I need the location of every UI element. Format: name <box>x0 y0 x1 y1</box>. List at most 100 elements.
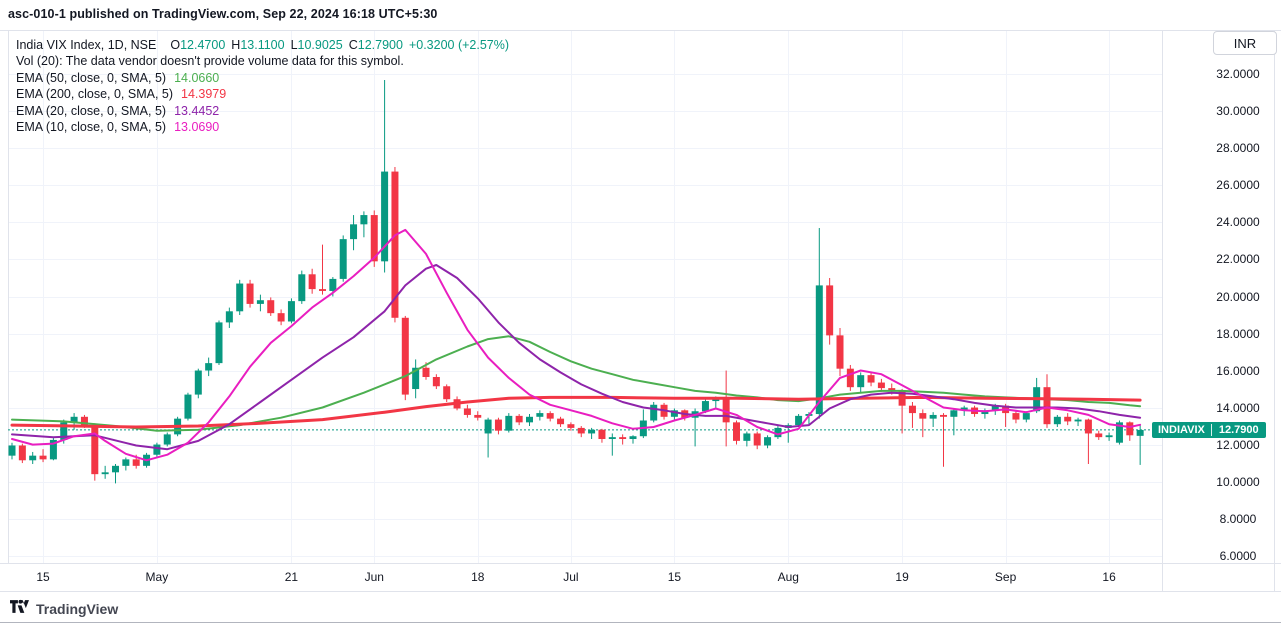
candle-body <box>8 445 16 456</box>
candle-body <box>1126 422 1134 436</box>
indicator-legend-row[interactable]: EMA (200, close, 0, SMA, 5) 14.3979 <box>16 86 509 102</box>
candle-body <box>18 445 26 461</box>
candle-body <box>733 422 740 441</box>
price-scale[interactable]: 32.0000 30.0000 28.0000 26.0000 24.0000 22.00… <box>1163 30 1274 563</box>
candle-body <box>567 424 575 428</box>
candle-body <box>1053 416 1061 425</box>
candle-body <box>940 414 947 417</box>
candle-body <box>329 278 337 291</box>
candle-body <box>536 413 544 417</box>
candle-body <box>225 311 233 323</box>
ohlc-value: 13.1100 <box>240 38 285 52</box>
candle-body <box>360 215 368 225</box>
price-axis-label: 20.0000 <box>1216 289 1260 304</box>
ema-50-line[interactable] <box>11 335 1142 432</box>
time-axis-label: May <box>145 570 169 584</box>
currency-button[interactable]: INR <box>1213 31 1277 55</box>
time-axis-label: Aug <box>777 570 799 584</box>
candle-body <box>256 300 264 304</box>
time-axis-label: Jun <box>364 570 384 584</box>
price-axis-label: 16.0000 <box>1216 363 1260 378</box>
symbol-legend-row[interactable]: India VIX Index, 1D, NSE O12.4700 H13.1100… <box>16 37 509 53</box>
candle-body <box>401 317 409 395</box>
price-axis-label: 12.0000 <box>1216 437 1260 452</box>
price-axis-label: 30.0000 <box>1216 104 1260 119</box>
indicator-label: EMA (10, close, 0, SMA, 5) <box>16 120 167 135</box>
candle-body <box>650 404 658 421</box>
candle-body <box>391 171 399 318</box>
time-axis-label: 15 <box>36 570 50 584</box>
candle-body <box>515 415 523 423</box>
candle-body <box>422 367 430 378</box>
indicator-legend-row[interactable]: EMA (10, close, 0, SMA, 5) 13.0690 <box>16 119 509 135</box>
candle-body <box>743 433 751 441</box>
time-axis-label: Sep <box>994 570 1017 584</box>
published-text: asc-010-1 published on TradingView.com, … <box>8 7 438 21</box>
candle-body <box>101 472 109 475</box>
indicator-legend-row[interactable]: EMA (50, close, 0, SMA, 5) 14.0660 <box>16 70 509 86</box>
change-value: +0.3200 (+2.57%) <box>408 38 510 52</box>
candle-body <box>857 375 865 388</box>
symbol-title: India VIX Index, 1D, NSE <box>16 38 157 52</box>
candle-body <box>598 429 606 440</box>
candle-body <box>184 394 192 419</box>
candle-body <box>1105 435 1113 438</box>
ema-10-line[interactable] <box>11 228 1142 462</box>
candle-body <box>908 405 916 414</box>
candle-body <box>1136 429 1144 436</box>
time-axis-label: Jul <box>563 570 579 584</box>
tradingview-logo-icon <box>10 598 29 620</box>
candle-body <box>494 419 502 431</box>
ema-20-line[interactable] <box>11 264 1142 451</box>
ohlc-letter: C <box>348 38 358 52</box>
candle-body <box>836 335 844 369</box>
indicator-label: EMA (50, close, 0, SMA, 5) <box>16 70 167 85</box>
badge-symbol: INDIAVIX <box>1152 423 1212 436</box>
candle-body <box>950 410 958 417</box>
candle-body <box>474 414 482 418</box>
indicator-label: EMA (200, close, 0, SMA, 5) <box>16 87 174 102</box>
candle-body <box>153 444 161 455</box>
candle-body <box>991 405 999 411</box>
candle-body <box>308 274 316 290</box>
price-axis-label: 14.0000 <box>1216 400 1260 415</box>
ema-200-line[interactable] <box>10 395 1142 429</box>
indicator-value: 13.4452 <box>174 103 220 118</box>
price-axis-label: 6.0000 <box>1219 548 1257 563</box>
time-axis-label: 19 <box>895 570 909 584</box>
candle-body <box>608 437 616 440</box>
candle-body <box>867 375 875 383</box>
candle-body <box>526 416 533 423</box>
volume-legend-row[interactable]: Vol (20): The data vendor doesn't provid… <box>16 53 509 69</box>
candle-body <box>122 459 130 466</box>
ohlc-value: 12.7900 <box>357 38 403 52</box>
candle-body <box>929 414 937 419</box>
price-axis-label: 28.0000 <box>1216 141 1260 156</box>
candle-body <box>753 433 761 446</box>
time-axis-label: 15 <box>667 570 682 584</box>
candle-body <box>619 437 627 440</box>
indicator-legend-row[interactable]: EMA (20, close, 0, SMA, 5) 13.4452 <box>16 103 509 119</box>
candle-body <box>960 407 968 411</box>
candle-body <box>1022 413 1030 420</box>
candle-body <box>432 377 440 387</box>
tradingview-logo-text: TradingView <box>36 601 119 617</box>
volume-message: Vol (20): The data vendor doesn't provid… <box>16 54 404 69</box>
ohlc-value: 10.9025 <box>297 38 343 52</box>
candle-body <box>1064 416 1072 422</box>
tradingview-logo[interactable]: TradingView <box>10 598 118 620</box>
candle-body <box>236 283 244 312</box>
candle-body <box>194 370 202 395</box>
candle-body <box>443 386 451 400</box>
ohlc-value: 12.4700 <box>180 38 226 52</box>
candle-body <box>205 363 213 371</box>
candle-body <box>629 436 637 440</box>
candle-body <box>132 459 140 466</box>
time-scale[interactable]: 15 May 21 Jun 18 Jul 15 Aug 19 Sep 16 <box>8 564 1162 590</box>
candle-body <box>846 368 854 388</box>
candle-body <box>246 283 254 304</box>
candle-body <box>764 437 772 446</box>
badge-price: 12.7900 <box>1218 423 1259 436</box>
